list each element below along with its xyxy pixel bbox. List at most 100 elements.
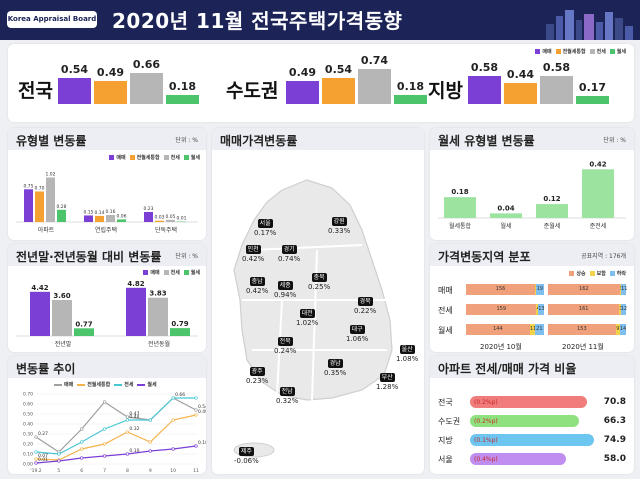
trend-point-2-1 bbox=[57, 452, 61, 456]
type-bar-label: 0.75 bbox=[23, 183, 33, 189]
summary-bar bbox=[394, 95, 427, 104]
map-region-name: 경북 bbox=[357, 297, 373, 306]
trend-line-1 bbox=[35, 414, 197, 461]
map-region-value: 0.42% bbox=[246, 287, 269, 295]
ratio-panel-header: 아파트 전세/매매 가격 비율 bbox=[430, 356, 634, 378]
summary-bar bbox=[166, 95, 199, 104]
summary-bar-label: 0.17 bbox=[578, 81, 607, 94]
map-panel-header: 매매가격변동률 bbox=[212, 128, 424, 150]
ratio-change: (0.4%p) bbox=[474, 456, 498, 463]
rent-panel-header: 월세 유형별 변동률 단위 : % bbox=[430, 128, 634, 150]
map-region-9: 전북 0.24% bbox=[274, 328, 296, 356]
legend-rent: 월세 bbox=[190, 155, 200, 161]
legend-combined: 전월세통합 bbox=[562, 49, 586, 55]
rent-category-label: 준전세 bbox=[590, 222, 607, 230]
rent-panel-unit: 단위 : % bbox=[603, 137, 626, 144]
type-panel-header: 유형별 변동률 단위 : % bbox=[8, 128, 206, 150]
ratio-change: (0.2%p) bbox=[474, 399, 498, 406]
ratio-row-1: 수도권 (0.2%p) 66.3 bbox=[438, 415, 626, 429]
map-region-value: 0.24% bbox=[274, 347, 297, 355]
trend-xtick: 8 bbox=[126, 468, 129, 474]
legend-rent-swatch bbox=[183, 270, 189, 275]
trend-point-0-7 bbox=[194, 408, 198, 412]
map-region-5: 세종 0.94% bbox=[274, 272, 296, 300]
trend-point-3-5 bbox=[148, 449, 152, 453]
type-bar-label: 1.02 bbox=[45, 171, 55, 177]
summary-bar-label: 0.18 bbox=[396, 80, 425, 93]
summary-bar bbox=[540, 76, 573, 104]
map-region-value: 0.94% bbox=[274, 291, 297, 299]
summary-legend: 매매 전월세통합 전세 월세 bbox=[535, 48, 626, 55]
type-bar-1-1 bbox=[95, 215, 104, 222]
trend-ytick: 0.70 bbox=[23, 392, 33, 398]
type-bar-2-2 bbox=[166, 219, 175, 222]
trend-point-1-3 bbox=[102, 442, 107, 446]
distribution-panel-header: 가격변동지역 분포 공표지역 : 176개 bbox=[430, 244, 634, 266]
map-region-value: 0.23% bbox=[246, 377, 269, 385]
ratio-name: 수도권 bbox=[438, 417, 461, 426]
summary-bar-label: 0.54 bbox=[324, 63, 353, 76]
map-region-6: 충북 0.25% bbox=[308, 264, 330, 292]
summary-bar bbox=[286, 81, 319, 104]
map-region-value: 1.08% bbox=[396, 355, 419, 363]
trend-point-label: 0.66 bbox=[175, 392, 185, 398]
legend-sale: 매매 bbox=[150, 270, 160, 276]
distribution-legend: 상승 보합 하락 bbox=[569, 270, 626, 277]
trend-point-3-7 bbox=[194, 444, 198, 448]
trend-point-1-4 bbox=[125, 430, 130, 434]
rent-bar-0 bbox=[444, 197, 476, 218]
trend-panel-title: 변동률 추이 bbox=[16, 362, 76, 376]
page-title: 2020년 11월 전국주택가격동향 bbox=[112, 9, 403, 33]
distribution-segment: 153 bbox=[548, 324, 616, 335]
legend-jeonse: 전세 bbox=[170, 155, 180, 161]
type-chart: 0.75 0.70 1.02 0.28 아파트 0.15 0.14 0.160.06 연립주택 0… bbox=[16, 171, 198, 234]
year-panel-header: 전년말·전년동월 대비 변동률 단위 : % bbox=[8, 244, 206, 266]
trend-point-label: 0.18 bbox=[198, 440, 206, 446]
year-category-label: 전년동월 bbox=[148, 340, 170, 348]
trend-point-2-5 bbox=[148, 418, 152, 422]
trend-point-label: 0.27 bbox=[38, 431, 48, 437]
summary-region-name: 지방 bbox=[428, 80, 463, 102]
org-badge: Korea Appraisal Board bbox=[7, 11, 97, 28]
trend-point-3-3 bbox=[102, 454, 107, 458]
type-bar-label: 0.01 bbox=[176, 216, 186, 222]
summary-bar bbox=[468, 76, 501, 104]
trend-point-label: 0.44 bbox=[129, 414, 139, 420]
map-region-11: 울산 1.08% bbox=[396, 336, 418, 364]
legend-combined: 전월세통합 bbox=[136, 155, 160, 161]
map-region-4: 충남 0.42% bbox=[246, 268, 268, 296]
legend-jeonse-swatch bbox=[163, 155, 169, 160]
type-legend: 매매 전월세통합 전세 월세 bbox=[109, 154, 200, 161]
legend-sale-swatch bbox=[535, 49, 541, 54]
legend-jeonse: 전세 bbox=[170, 270, 180, 276]
trend-point-3-0 bbox=[34, 461, 38, 465]
map-region-name: 대전 bbox=[299, 309, 315, 318]
distribution-bar-nov: 153 9 14 bbox=[548, 324, 626, 335]
trend-xtick: 5 bbox=[57, 468, 60, 474]
map-region-16: 제주 -0.06% bbox=[234, 438, 259, 466]
map-region-12: 광주 0.23% bbox=[246, 358, 268, 386]
year-bar-1-0 bbox=[126, 287, 146, 336]
trend-ytick: 0.60 bbox=[23, 402, 33, 408]
rent-bar-3 bbox=[582, 169, 614, 218]
type-bar-0-2 bbox=[46, 177, 55, 222]
rent-bar-label: 0.12 bbox=[543, 195, 560, 203]
legend-sale: 매매 bbox=[64, 382, 74, 388]
type-bar-1-2 bbox=[106, 215, 115, 222]
map-region-0: 서울 0.17% bbox=[254, 210, 276, 238]
korea-map bbox=[233, 179, 393, 458]
trend-xtick: 6 bbox=[80, 468, 83, 474]
trend-point-label: 0.10 bbox=[129, 448, 139, 454]
map-region-3: 강원 0.33% bbox=[328, 208, 350, 236]
legend-rise-swatch bbox=[569, 271, 575, 276]
map-region-name: 부산 bbox=[379, 373, 395, 382]
trend-chart: 0.00 0.10 0.20 0.30 0.40 0.50 0.60 0.70 '19.2 5 6 7… bbox=[23, 392, 206, 475]
map-region-value: 1.06% bbox=[346, 335, 369, 343]
trend-point-label: 0.01 bbox=[38, 457, 48, 463]
rent-panel-title: 월세 유형별 변동률 bbox=[438, 134, 535, 148]
map-region-8: 경북 0.22% bbox=[354, 288, 376, 316]
type-bar-label: 0.14 bbox=[94, 210, 104, 216]
year-bar-label: 0.77 bbox=[75, 320, 92, 328]
rent-bar-label: 0.18 bbox=[451, 188, 468, 196]
legend-jeonse-swatch bbox=[589, 49, 595, 54]
